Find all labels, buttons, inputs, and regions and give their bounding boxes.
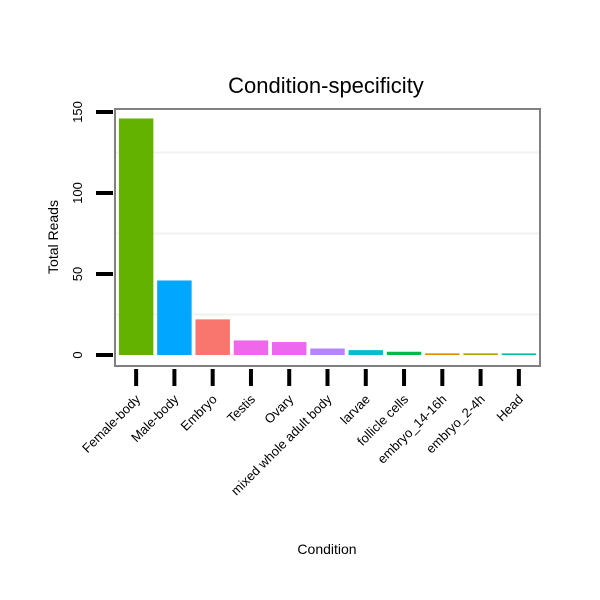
bar-4	[272, 342, 307, 355]
bar-5	[310, 348, 345, 355]
bar-7	[386, 351, 422, 355]
x-tick-label-3: Testis	[224, 391, 258, 425]
x-tick-label-8: embryo_14-16h	[374, 392, 449, 467]
x-tick-label-0: Female-body	[79, 391, 144, 456]
x-tick-label-2: Embryo	[178, 392, 220, 434]
bar-1	[157, 280, 192, 355]
bar-0	[118, 118, 154, 355]
y-tick-label-2: 100	[70, 182, 85, 204]
x-tick-label-6: larvae	[337, 392, 373, 428]
y-tick-label-0: 0	[70, 351, 85, 358]
bar-2	[195, 319, 230, 355]
plot-frame	[114, 108, 541, 367]
bar-6	[348, 350, 383, 355]
bar-9	[463, 353, 498, 355]
x-tick-label-10: Head	[493, 392, 526, 425]
bar-10	[501, 353, 537, 355]
y-tick-label-3: 150	[70, 101, 85, 123]
bars	[118, 118, 537, 355]
y-tick-label-1: 50	[70, 267, 85, 281]
bar-8	[425, 353, 460, 355]
x-axis-label: Condition	[297, 541, 356, 557]
bar-3	[233, 340, 269, 355]
x-tick-label-4: Ovary	[261, 391, 296, 426]
y-axis: 0 50 100 150	[70, 101, 113, 359]
y-axis-label: Total Reads	[45, 200, 61, 274]
chart-title: Condition-specificity	[228, 73, 424, 98]
